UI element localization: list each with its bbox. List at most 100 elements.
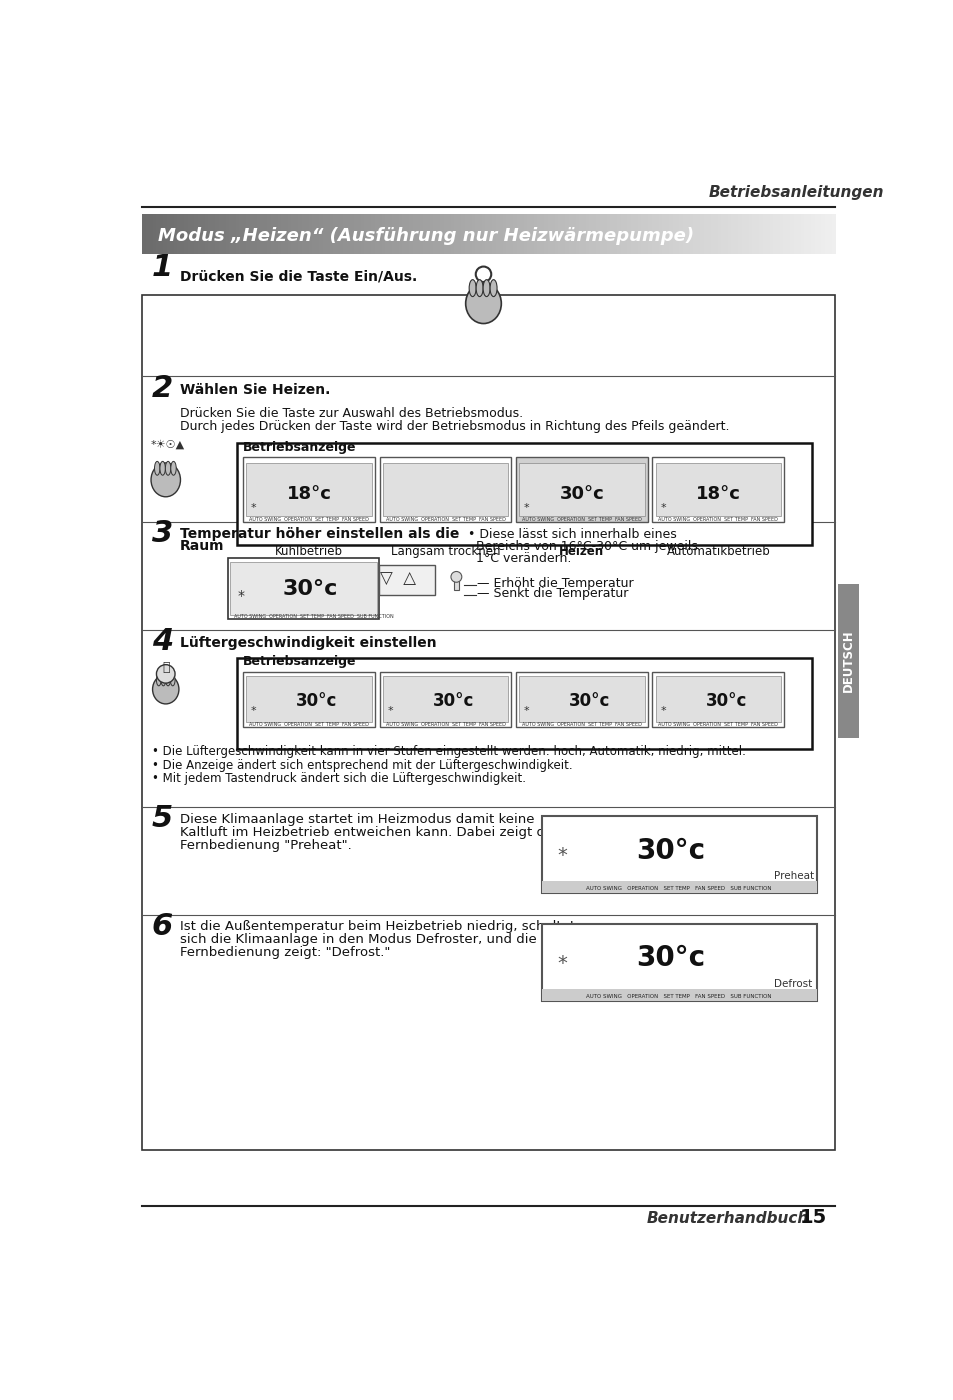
Bar — [402, 214, 406, 255]
Bar — [744, 214, 749, 255]
Bar — [184, 214, 188, 255]
Bar — [619, 214, 624, 255]
Bar — [160, 214, 164, 255]
Text: 30°c: 30°c — [636, 837, 705, 865]
Bar — [582, 214, 586, 255]
Bar — [516, 672, 647, 727]
Bar — [398, 214, 403, 255]
Bar — [578, 214, 582, 255]
Bar — [419, 214, 423, 255]
Bar — [218, 214, 223, 255]
Text: 30°c: 30°c — [568, 692, 610, 710]
Bar — [301, 214, 306, 255]
Bar — [379, 672, 511, 727]
Bar — [339, 214, 344, 255]
Bar — [720, 214, 724, 255]
Bar — [547, 214, 552, 255]
Bar — [492, 214, 497, 255]
Text: AUTO SWING   OPERATION   SET TEMP   FAN SPEED   SUB FUNCTION: AUTO SWING OPERATION SET TEMP FAN SPEED … — [585, 994, 771, 1000]
Bar — [738, 214, 741, 255]
Text: Ist die Außentemperatur beim Heizbetrieb niedrig, schaltet: Ist die Außentemperatur beim Heizbetrieb… — [179, 920, 575, 934]
Bar — [322, 214, 327, 255]
Bar — [392, 214, 395, 255]
Text: Drücken Sie die Taste zur Auswahl des Betriebsmodus.: Drücken Sie die Taste zur Auswahl des Be… — [179, 407, 522, 420]
Bar — [315, 214, 319, 255]
Bar — [506, 214, 510, 255]
Bar — [212, 214, 215, 255]
Bar — [682, 214, 686, 255]
Text: Heizen: Heizen — [558, 546, 604, 559]
Bar — [284, 214, 289, 255]
Bar — [347, 214, 351, 255]
Text: 1°C verändern.: 1°C verändern. — [468, 552, 571, 566]
Bar — [485, 214, 489, 255]
Text: — Senkt die Temperatur: — Senkt die Temperatur — [476, 587, 628, 599]
Text: *: * — [251, 503, 256, 512]
Bar — [810, 214, 815, 255]
Bar — [326, 214, 330, 255]
Bar — [447, 214, 451, 255]
Bar — [685, 214, 690, 255]
Bar — [517, 214, 520, 255]
Bar — [800, 214, 804, 255]
Bar — [371, 214, 375, 255]
Bar — [827, 214, 832, 255]
Text: — Erhöht die Temperatur: — Erhöht die Temperatur — [476, 577, 633, 589]
Bar — [634, 214, 638, 255]
Bar — [382, 676, 508, 722]
Bar — [672, 214, 676, 255]
Bar — [751, 214, 756, 255]
Bar — [468, 214, 472, 255]
Text: • Mit jedem Tastendruck ändert sich die Lüftergeschwindigkeit.: • Mit jedem Tastendruck ändert sich die … — [152, 773, 525, 785]
Bar — [652, 456, 783, 522]
Bar — [589, 214, 593, 255]
Bar — [274, 214, 278, 255]
Text: • Die Anzeige ändert sich entsprechend mit der Lüftergeschwindigkeit.: • Die Anzeige ändert sich entsprechend m… — [152, 759, 572, 771]
Text: 2: 2 — [152, 374, 172, 403]
Bar — [267, 214, 272, 255]
Bar — [364, 214, 368, 255]
Bar — [689, 214, 694, 255]
Bar — [281, 214, 285, 255]
Bar — [271, 214, 274, 255]
Bar — [188, 214, 192, 255]
Bar — [551, 214, 555, 255]
Bar — [679, 214, 683, 255]
Text: 4: 4 — [152, 627, 172, 657]
Text: 30°c: 30°c — [704, 692, 746, 710]
Ellipse shape — [154, 462, 160, 475]
Text: 1: 1 — [152, 253, 172, 281]
Ellipse shape — [160, 462, 165, 475]
Bar — [236, 658, 811, 749]
Text: *: * — [557, 846, 566, 865]
Bar — [789, 214, 794, 255]
Bar — [568, 214, 572, 255]
Text: Modus „Heizen“ (Ausführung nur Heizwärmepumpe): Modus „Heizen“ (Ausführung nur Heizwärme… — [158, 227, 694, 245]
Ellipse shape — [165, 462, 171, 475]
Bar — [706, 214, 711, 255]
Text: AUTO SWING  OPERATION  SET TEMP  FAN SPEED: AUTO SWING OPERATION SET TEMP FAN SPEED — [521, 722, 641, 727]
Bar — [423, 214, 427, 255]
Bar — [658, 214, 662, 255]
Bar — [426, 214, 431, 255]
Text: *: * — [387, 706, 393, 715]
Bar — [475, 214, 478, 255]
Text: AUTO SWING  OPERATION  SET TEMP  FAN SPEED: AUTO SWING OPERATION SET TEMP FAN SPEED — [249, 517, 369, 522]
Text: ✨: ✨ — [162, 661, 170, 673]
Bar — [541, 988, 816, 1001]
Bar — [513, 214, 517, 255]
Bar — [772, 214, 777, 255]
Text: *: * — [523, 706, 529, 715]
Bar — [741, 214, 745, 255]
Bar — [610, 214, 614, 255]
Bar — [413, 214, 416, 255]
Bar — [226, 214, 230, 255]
Ellipse shape — [482, 280, 490, 297]
Bar — [780, 214, 783, 255]
Bar — [433, 214, 437, 255]
Bar — [676, 214, 679, 255]
Bar — [246, 676, 372, 722]
Bar — [294, 214, 299, 255]
Bar — [395, 214, 399, 255]
Text: Durch jedes Drücken der Taste wird der Betriebsmodus in Richtung des Pfeils geän: Durch jedes Drücken der Taste wird der B… — [179, 420, 728, 433]
